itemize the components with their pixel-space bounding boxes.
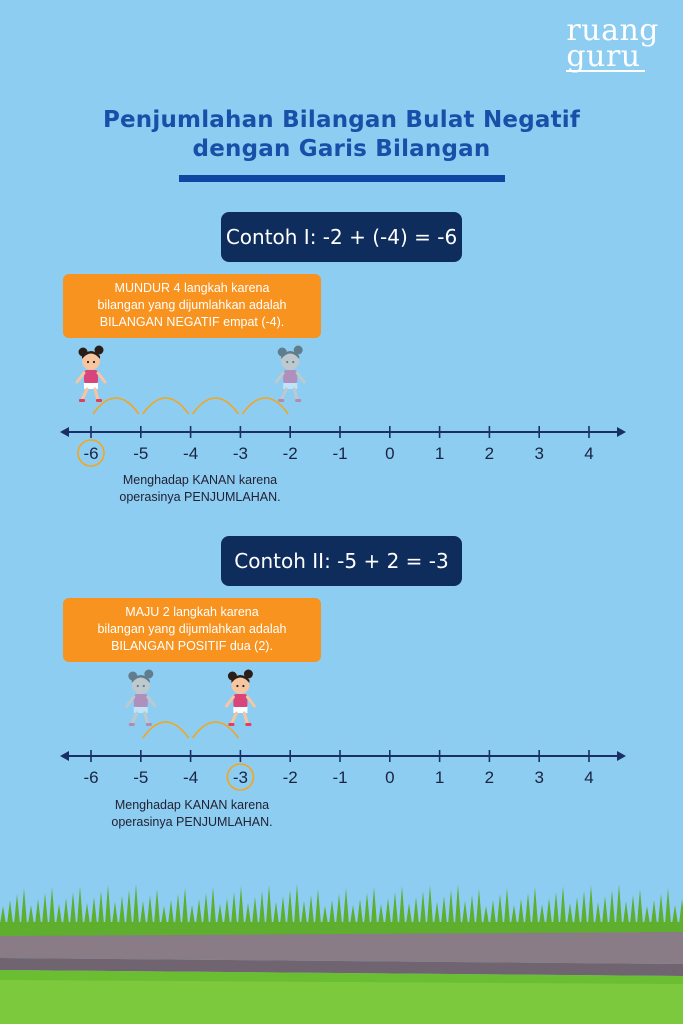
logo-line1: ruang <box>566 13 659 48</box>
nl1-tick-label: 2 <box>485 444 494 463</box>
nl1-tick-label: -5 <box>133 444 148 463</box>
nl1-hop-arc <box>241 397 289 415</box>
nl1-tick-label: 0 <box>385 444 394 463</box>
nl1-arrow-left <box>60 427 69 437</box>
example2-caption-line2: operasinya PENJUMLAHAN. <box>111 815 273 829</box>
nl1-hop-arc <box>142 397 190 415</box>
nl1-tick-label: -6 <box>83 444 98 463</box>
example2-caption: Menghadap KANAN karena operasinya PENJUM… <box>72 797 312 831</box>
nl2-tick-label: -6 <box>83 768 98 787</box>
example2-note-line1: MAJU 2 langkah karena <box>125 605 259 619</box>
nl1-hop-arc <box>92 397 140 415</box>
nl1-tick-label: 1 <box>435 444 444 463</box>
example2-caption-line1: Menghadap KANAN karena <box>114 798 270 812</box>
example1-note-line3: BILANGAN NEGATIF empat (-4). <box>99 315 285 329</box>
title-line1: Penjumlahan Bilangan Bulat Negatif <box>102 107 581 133</box>
nl2-tick-label: -3 <box>233 768 248 787</box>
logo-line2: guru <box>566 42 645 72</box>
example1-note-line2: bilangan yang dijumlahkan adalah <box>97 298 287 312</box>
nl2-kid-start <box>125 668 157 728</box>
nl1-tick-label: 3 <box>534 444 543 463</box>
page-title: Penjumlahan Bilangan Bulat Negatif denga… <box>0 106 683 164</box>
nl2-tick-label: -1 <box>332 768 347 787</box>
nl2-arrow-left <box>60 751 69 761</box>
nl2-tick-label: 2 <box>485 768 494 787</box>
example2-note-line3: BILANGAN POSITIF dua (2). <box>111 639 273 653</box>
nl2-kid-end <box>224 668 256 728</box>
nl2-tick-label: 1 <box>435 768 444 787</box>
nl1-hop-arc <box>191 397 240 415</box>
nl2-tick-label: -5 <box>133 768 148 787</box>
nl2-hop-arc <box>142 721 190 739</box>
ruangguru-logo: ruang guru <box>566 13 659 72</box>
nl1-tick-label: -2 <box>283 444 298 463</box>
example1-caption-line2: operasinya PENJUMLAHAN. <box>119 490 281 504</box>
nl1-tick-label: 4 <box>584 444 593 463</box>
nl1-tick-label: -4 <box>183 444 198 463</box>
nl1-arrow-right <box>617 427 626 437</box>
example2-note-line2: bilangan yang dijumlahkan adalah <box>97 622 287 636</box>
nl2-result-circle <box>226 763 255 791</box>
nl1-tick-label: -1 <box>332 444 347 463</box>
grass-ground <box>0 884 683 1024</box>
example1-note: MUNDUR 4 langkah karena bilangan yang di… <box>63 274 321 338</box>
nl1-result-circle <box>77 439 105 467</box>
title-underline <box>179 175 505 182</box>
nl2-tick-label: 3 <box>534 768 543 787</box>
title-line2: dengan Garis Bilangan <box>192 136 491 162</box>
example2-note: MAJU 2 langkah karena bilangan yang diju… <box>63 598 321 662</box>
nl2-hop-arc <box>191 721 240 739</box>
example1-caption-line1: Menghadap KANAN karena <box>122 473 278 487</box>
example1-caption: Menghadap KANAN karena operasinya PENJUM… <box>80 472 320 506</box>
example2-heading: Contoh II: -5 + 2 = -3 <box>221 536 462 586</box>
nl2-tick-label: 4 <box>584 768 593 787</box>
nl2-tick-label: -2 <box>283 768 298 787</box>
example1-heading: Contoh I: -2 + (-4) = -6 <box>221 212 462 262</box>
nl1-tick-label: -3 <box>233 444 248 463</box>
example1-note-line1: MUNDUR 4 langkah karena <box>114 281 270 295</box>
nl1-kid-end <box>75 344 107 404</box>
nl2-tick-label: 0 <box>385 768 394 787</box>
nl1-kid-start <box>274 344 306 404</box>
nl2-arrow-right <box>617 751 626 761</box>
nl2-tick-label: -4 <box>183 768 198 787</box>
